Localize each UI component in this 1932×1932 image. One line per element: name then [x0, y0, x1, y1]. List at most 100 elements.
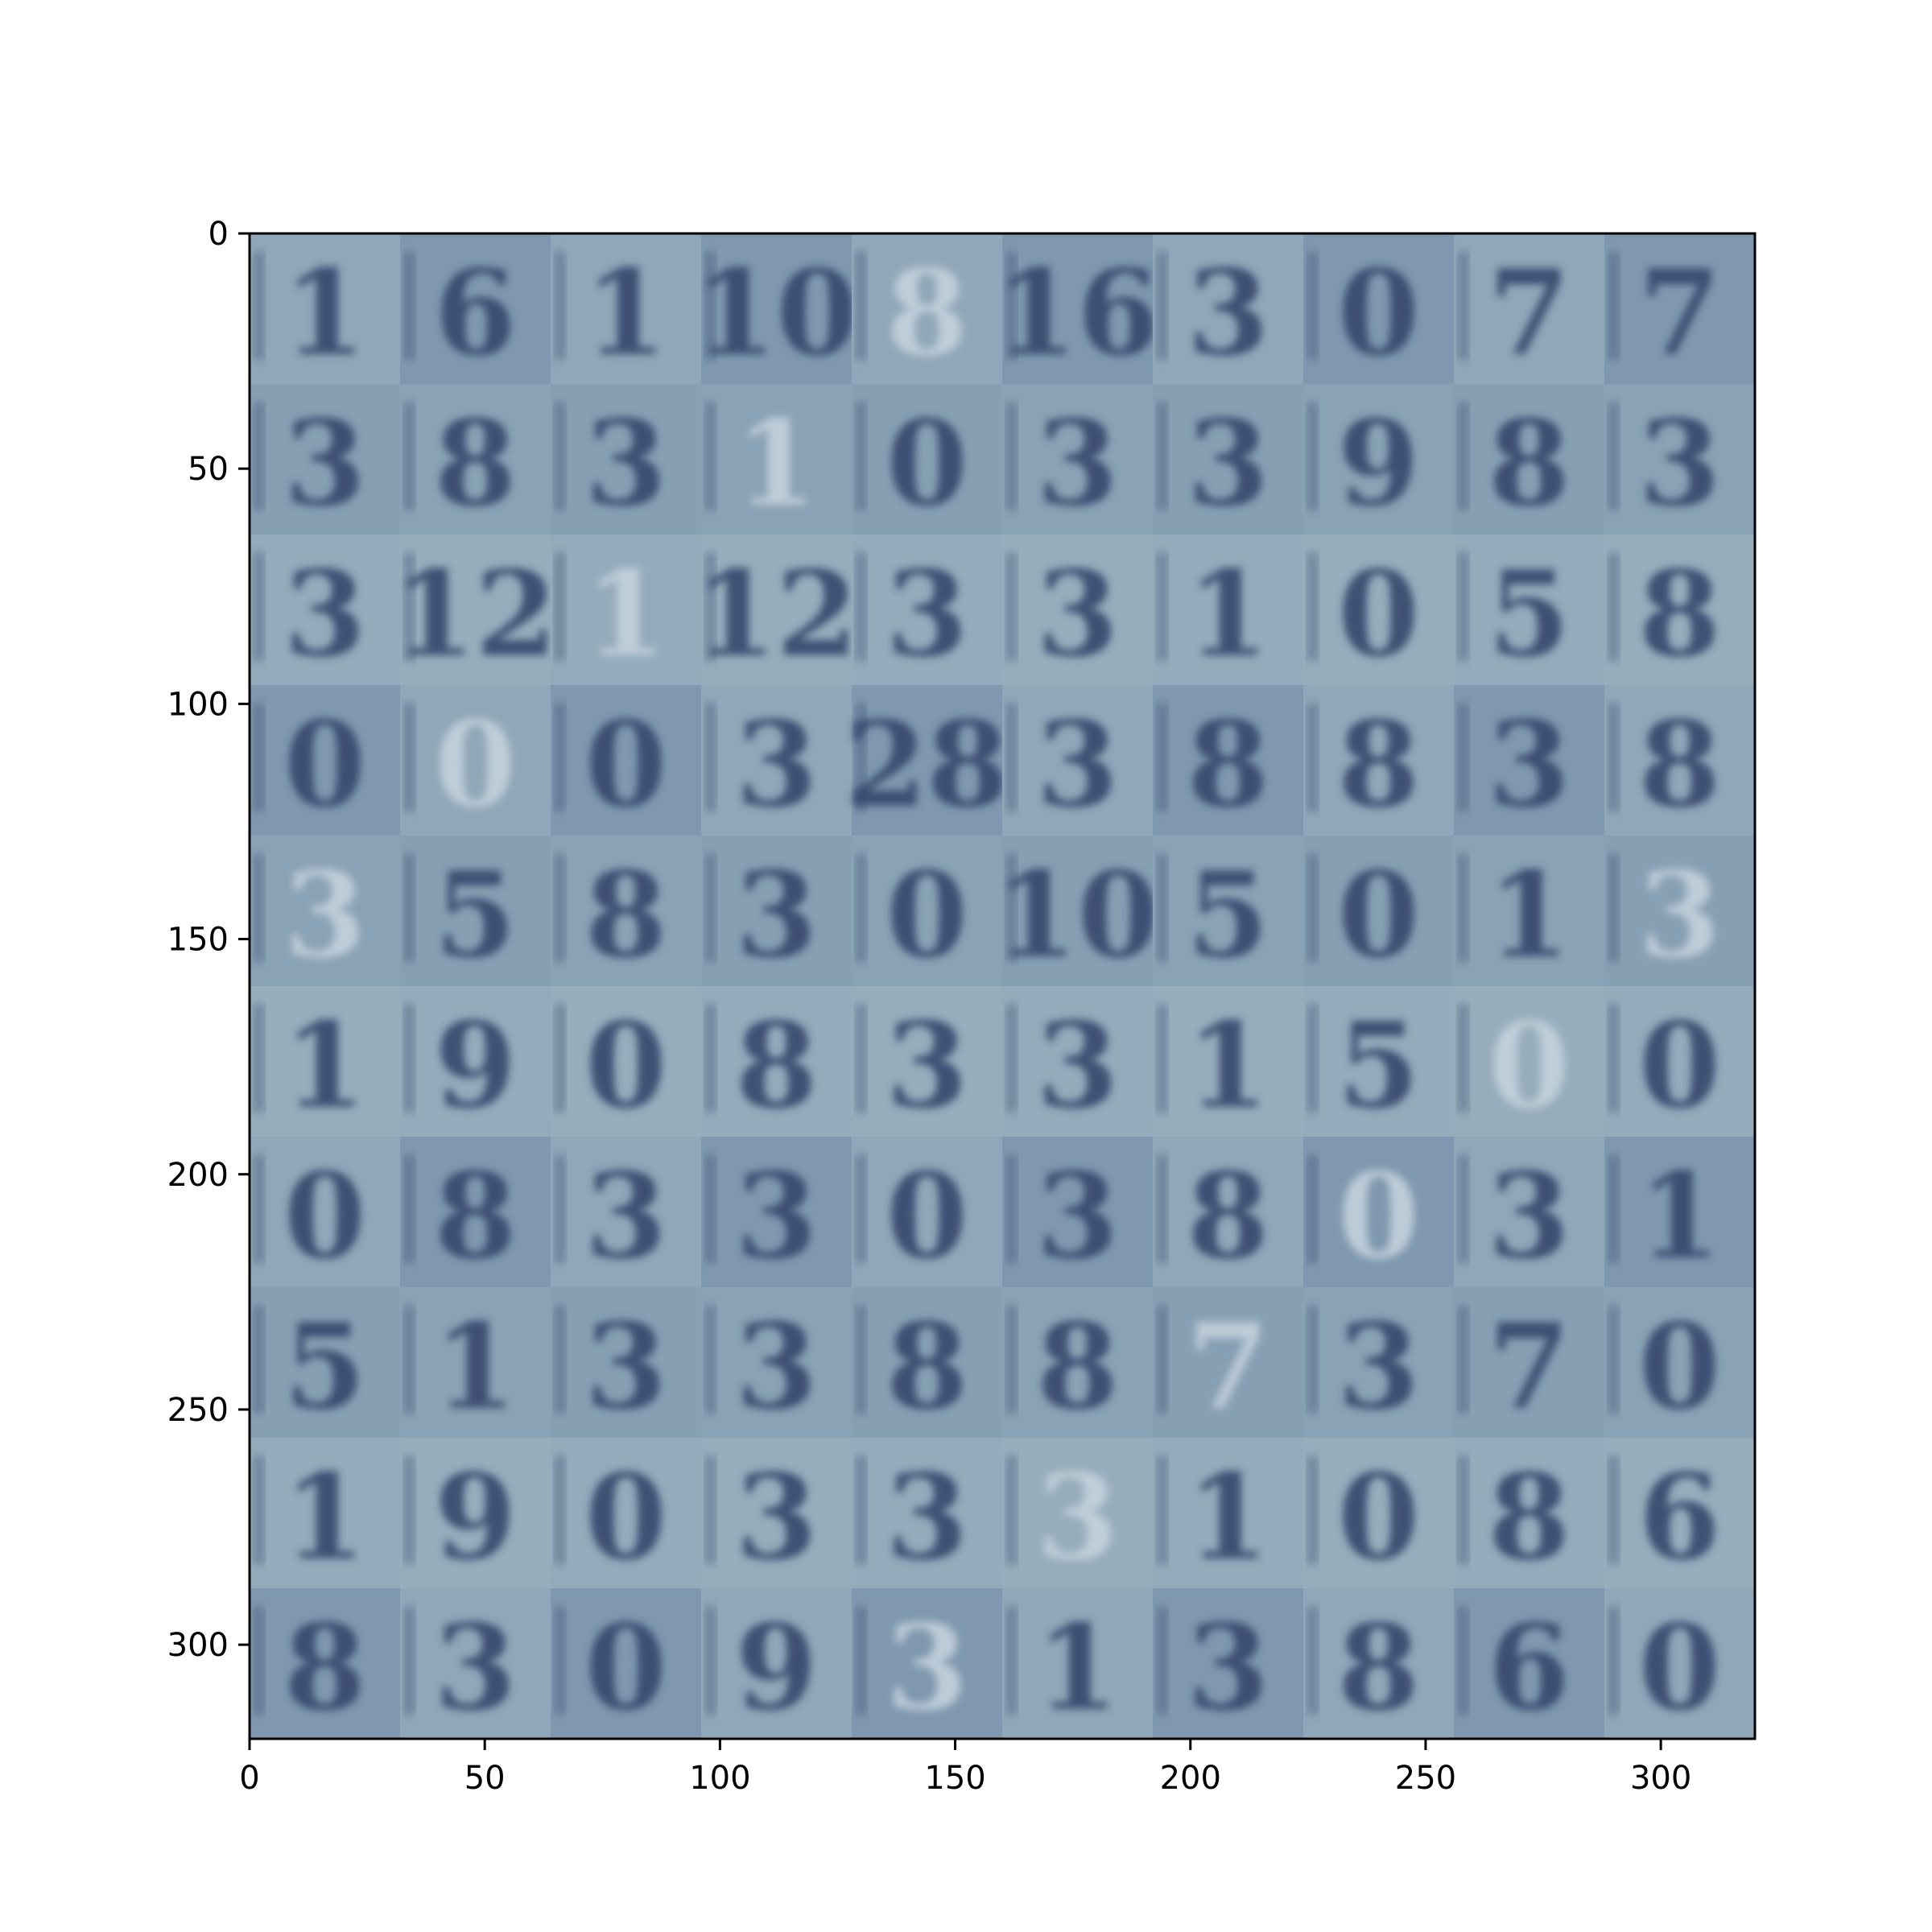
tile-background [400, 535, 551, 685]
image-tile: 3 [551, 1287, 701, 1438]
x-tick-label: 0 [239, 1760, 259, 1797]
image-tile: 3 [852, 1588, 1002, 1739]
tile-stroke [554, 853, 566, 963]
tile-digit: 0 [585, 696, 667, 834]
tile-stroke [1156, 703, 1168, 812]
tile-background [400, 1137, 551, 1287]
tile-background [1303, 384, 1454, 535]
tile-digit: 8 [585, 847, 667, 985]
tile-stroke [1156, 402, 1168, 511]
tile-background [1454, 1287, 1604, 1438]
tile-stroke [403, 1606, 415, 1715]
tile-background [1604, 1438, 1755, 1588]
tile-digit: 8 [1639, 546, 1721, 683]
tile-background [1153, 1137, 1303, 1287]
tile-stroke [1307, 853, 1319, 963]
tile-stroke [1005, 402, 1018, 511]
image-tile: 12 [695, 535, 858, 685]
image-tile: 0 [1303, 836, 1454, 986]
tile-stroke [1156, 1004, 1168, 1113]
tile-stroke [403, 703, 415, 812]
tile-digit: 1 [585, 546, 667, 683]
image-tile: 3 [1002, 535, 1153, 685]
tile-background [400, 685, 551, 836]
tile-background [1604, 1137, 1755, 1287]
image-tile: 0 [1303, 233, 1454, 384]
tile-digit: 10 [695, 245, 858, 382]
tile-stroke [403, 1004, 415, 1113]
image-tile: 7 [1604, 233, 1755, 384]
y-tick-label: 100 [167, 686, 229, 723]
tile-background [1002, 1438, 1153, 1588]
image-tile: 0 [1303, 535, 1454, 685]
image-tile: 1 [551, 233, 701, 384]
tile-digit: 6 [435, 245, 517, 382]
image-tile: 0 [250, 685, 400, 836]
tile-stroke [1307, 1004, 1319, 1113]
tile-digit: 0 [886, 1148, 968, 1286]
tile-stroke [1457, 1455, 1469, 1565]
image-tile: 1 [250, 986, 400, 1137]
tile-background [1153, 1287, 1303, 1438]
tile-stroke [1608, 1455, 1620, 1565]
tile-digit: 6 [1639, 1449, 1721, 1587]
tile-digit: 7 [1488, 245, 1571, 382]
tile-stroke [403, 1154, 415, 1264]
tile-stroke [1608, 402, 1620, 511]
tile-digit: 0 [1338, 847, 1420, 985]
tile-stroke [253, 552, 265, 662]
x-tick-label: 200 [1160, 1760, 1221, 1797]
image-tile: 6 [1604, 1438, 1755, 1588]
image-tile: 7 [1153, 1287, 1303, 1438]
tile-stroke [1005, 1606, 1018, 1715]
tile-stroke [704, 703, 716, 812]
tile-background [250, 1438, 400, 1588]
image-tile: 8 [250, 1588, 400, 1739]
image-tile: 3 [551, 1137, 701, 1287]
tile-digit: 8 [886, 245, 968, 382]
tile-digit: 7 [1488, 1298, 1571, 1436]
tile-stroke [1307, 552, 1319, 662]
tile-digit: 8 [1187, 696, 1269, 834]
tile-digit: 12 [394, 546, 557, 683]
tile-background [1153, 1438, 1303, 1588]
image-tile: 3 [250, 836, 400, 986]
image-tile: 3 [852, 535, 1002, 685]
tile-digit: 3 [585, 1298, 667, 1436]
tile-stroke [855, 853, 867, 963]
tile-digit: 1 [435, 1298, 517, 1436]
tile-digit: 8 [1338, 696, 1420, 834]
image-tile: 12 [394, 535, 557, 685]
y-tick-label: 250 [167, 1392, 229, 1429]
tile-digit: 3 [886, 1449, 968, 1587]
tile-background [1002, 1588, 1153, 1739]
image-tile: 3 [1604, 836, 1755, 986]
tile-background [250, 1137, 400, 1287]
tile-background [852, 1287, 1002, 1438]
y-tick-label: 300 [167, 1627, 229, 1664]
image-tile: 9 [400, 986, 551, 1137]
tile-stroke [1457, 1004, 1469, 1113]
tile-digit: 3 [886, 1600, 968, 1737]
tile-background [1454, 233, 1604, 384]
tile-background [551, 384, 701, 535]
image-tile: 8 [400, 1137, 551, 1287]
axes-frame [248, 232, 1757, 1740]
tile-background [1153, 535, 1303, 685]
tile-digit: 0 [1338, 546, 1420, 683]
tile-digit: 3 [1037, 546, 1119, 683]
tile-digit: 3 [1187, 395, 1269, 533]
tile-background [1604, 836, 1755, 986]
image-tile: 3 [1303, 1287, 1454, 1438]
image-tile: 1 [1002, 1588, 1153, 1739]
tile-digit: 6 [1488, 1600, 1571, 1737]
x-tick-label: 100 [689, 1760, 750, 1797]
tile-digit: 1 [1187, 1449, 1269, 1587]
tile-background [852, 1438, 1002, 1588]
tile-background [1604, 535, 1755, 685]
tile-stroke [1457, 1606, 1469, 1715]
image-tile: 8 [1303, 685, 1454, 836]
image-tile: 1 [1153, 1438, 1303, 1588]
image-tile: 5 [1153, 836, 1303, 986]
